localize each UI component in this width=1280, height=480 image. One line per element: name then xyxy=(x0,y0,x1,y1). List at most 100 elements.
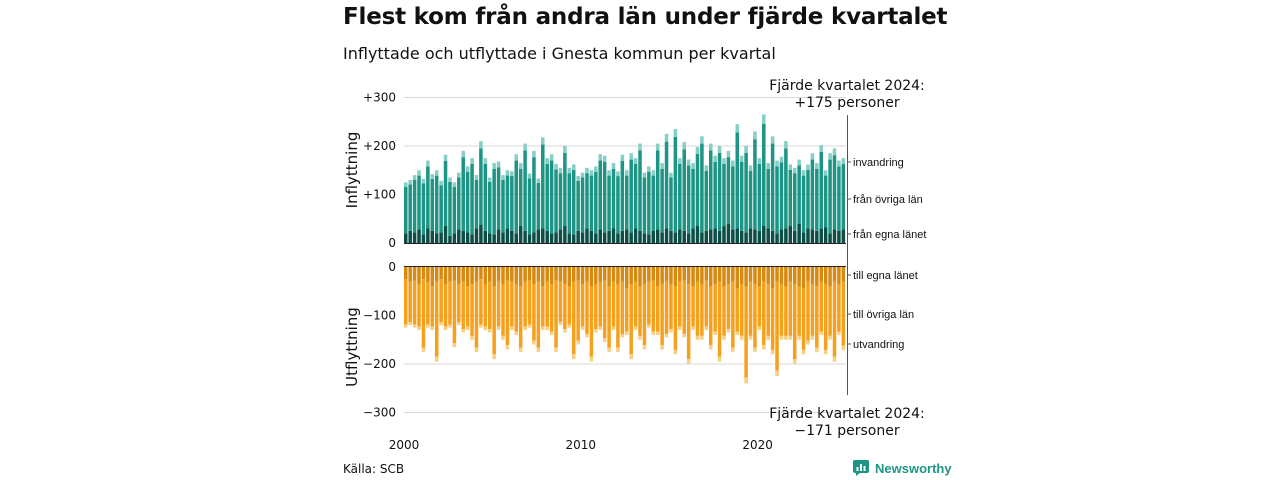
bar-out-other xyxy=(664,281,669,334)
bar-in-immig xyxy=(642,172,647,178)
bar-out-own xyxy=(443,267,448,284)
bar-in-other xyxy=(779,162,784,230)
bar-in-immig xyxy=(704,165,709,171)
bar-in-own xyxy=(611,228,616,243)
annotation-in-line2: +175 personer xyxy=(794,95,900,111)
bar-in-other xyxy=(580,177,585,233)
bar-in-other xyxy=(770,143,775,231)
bar-out-own xyxy=(492,267,496,287)
bar-in-other xyxy=(832,155,837,230)
bar-in-other xyxy=(563,152,567,227)
bar-out-own xyxy=(704,267,709,281)
bar-in-other xyxy=(655,150,660,230)
bar-in-other xyxy=(669,177,673,231)
bar-out-other xyxy=(479,279,483,325)
bar-in-own xyxy=(523,230,527,244)
bar-out-other xyxy=(766,283,770,336)
bar-out-emig xyxy=(430,326,435,331)
bar-in-other xyxy=(448,181,452,236)
bar-out-other xyxy=(757,286,762,327)
bar-out-other xyxy=(523,281,527,327)
bar-in-own xyxy=(748,228,753,243)
bar-in-own xyxy=(501,232,505,243)
bar-in-immig xyxy=(496,161,501,168)
bar-out-own xyxy=(673,267,678,287)
bar-out-emig xyxy=(704,326,709,331)
brand-logo[interactable]: Newsworthy xyxy=(853,460,952,476)
x-tick-label: 2020 xyxy=(742,438,773,452)
bar-in-other xyxy=(664,141,669,229)
bar-out-emig xyxy=(823,349,828,355)
bar-in-own xyxy=(457,229,461,243)
bar-in-other xyxy=(589,175,594,231)
bar-out-own xyxy=(554,267,558,281)
bar-out-own xyxy=(523,267,527,282)
bar-out-own xyxy=(417,267,421,284)
bar-in-own xyxy=(797,223,801,243)
bar-out-emig xyxy=(691,326,695,331)
bar-in-other xyxy=(713,162,717,229)
bar-in-other xyxy=(426,166,430,229)
bar-in-other xyxy=(461,157,465,231)
y-tick-label-in: 0 xyxy=(388,236,396,250)
bar-in-other xyxy=(594,171,598,234)
bar-in-immig xyxy=(602,155,607,162)
bar-in-other xyxy=(585,173,589,229)
bar-out-own xyxy=(465,267,470,287)
bar-out-emig xyxy=(523,326,527,331)
bar-in-other xyxy=(784,148,788,229)
bar-out-own xyxy=(452,267,457,281)
bar-in-own xyxy=(616,233,620,243)
bar-out-other xyxy=(810,283,815,336)
bar-out-emig xyxy=(638,335,642,340)
bar-out-other xyxy=(784,286,788,336)
bar-out-other xyxy=(708,286,713,346)
bar-out-other xyxy=(496,281,501,327)
bar-in-own xyxy=(806,228,810,243)
bar-out-own xyxy=(655,267,660,287)
bar-out-other xyxy=(514,283,519,332)
bar-out-other xyxy=(541,286,545,327)
bar-in-other xyxy=(571,169,576,235)
bar-in-other xyxy=(841,163,846,230)
bar-out-emig xyxy=(810,335,815,340)
bar-in-other xyxy=(417,175,421,230)
bar-in-immig xyxy=(554,163,558,170)
bar-in-immig xyxy=(505,170,510,176)
bar-in-immig xyxy=(797,159,801,166)
bar-in-immig xyxy=(563,146,567,153)
bar-out-own xyxy=(408,267,412,282)
bar-in-own xyxy=(594,233,598,243)
bar-out-emig xyxy=(501,335,505,340)
bar-out-own xyxy=(439,267,443,280)
bar-in-own xyxy=(417,229,421,243)
bar-in-own xyxy=(536,229,541,243)
bar-out-emig xyxy=(682,333,686,338)
y-axis-title-inflyttning: Inflyttning xyxy=(343,132,361,209)
source-note: Källa: SCB xyxy=(343,462,405,476)
bar-out-own xyxy=(625,267,629,289)
bar-out-own xyxy=(545,267,549,282)
bar-out-emig xyxy=(439,322,443,326)
bar-out-other xyxy=(748,281,753,336)
bar-out-own xyxy=(598,267,602,282)
bar-out-own xyxy=(483,267,488,284)
bar-out-other xyxy=(770,288,775,350)
bar-in-other xyxy=(678,163,682,230)
bar-in-own xyxy=(753,229,757,243)
chart-title: Flest kom från andra län under fjärde kv… xyxy=(343,4,948,30)
bar-in-other xyxy=(801,175,806,233)
bar-in-own xyxy=(492,234,496,243)
bar-out-own xyxy=(421,267,426,280)
bar-in-own xyxy=(598,229,602,243)
bar-in-immig xyxy=(744,146,748,153)
bar-out-other xyxy=(686,283,691,360)
bar-out-other xyxy=(753,283,757,348)
bar-in-immig xyxy=(421,178,426,184)
bar-in-other xyxy=(496,167,501,230)
bar-out-own xyxy=(426,267,430,282)
bar-out-emig xyxy=(788,335,793,340)
bar-in-immig xyxy=(532,150,536,158)
bar-in-immig xyxy=(452,182,457,187)
bar-in-own xyxy=(815,230,819,244)
